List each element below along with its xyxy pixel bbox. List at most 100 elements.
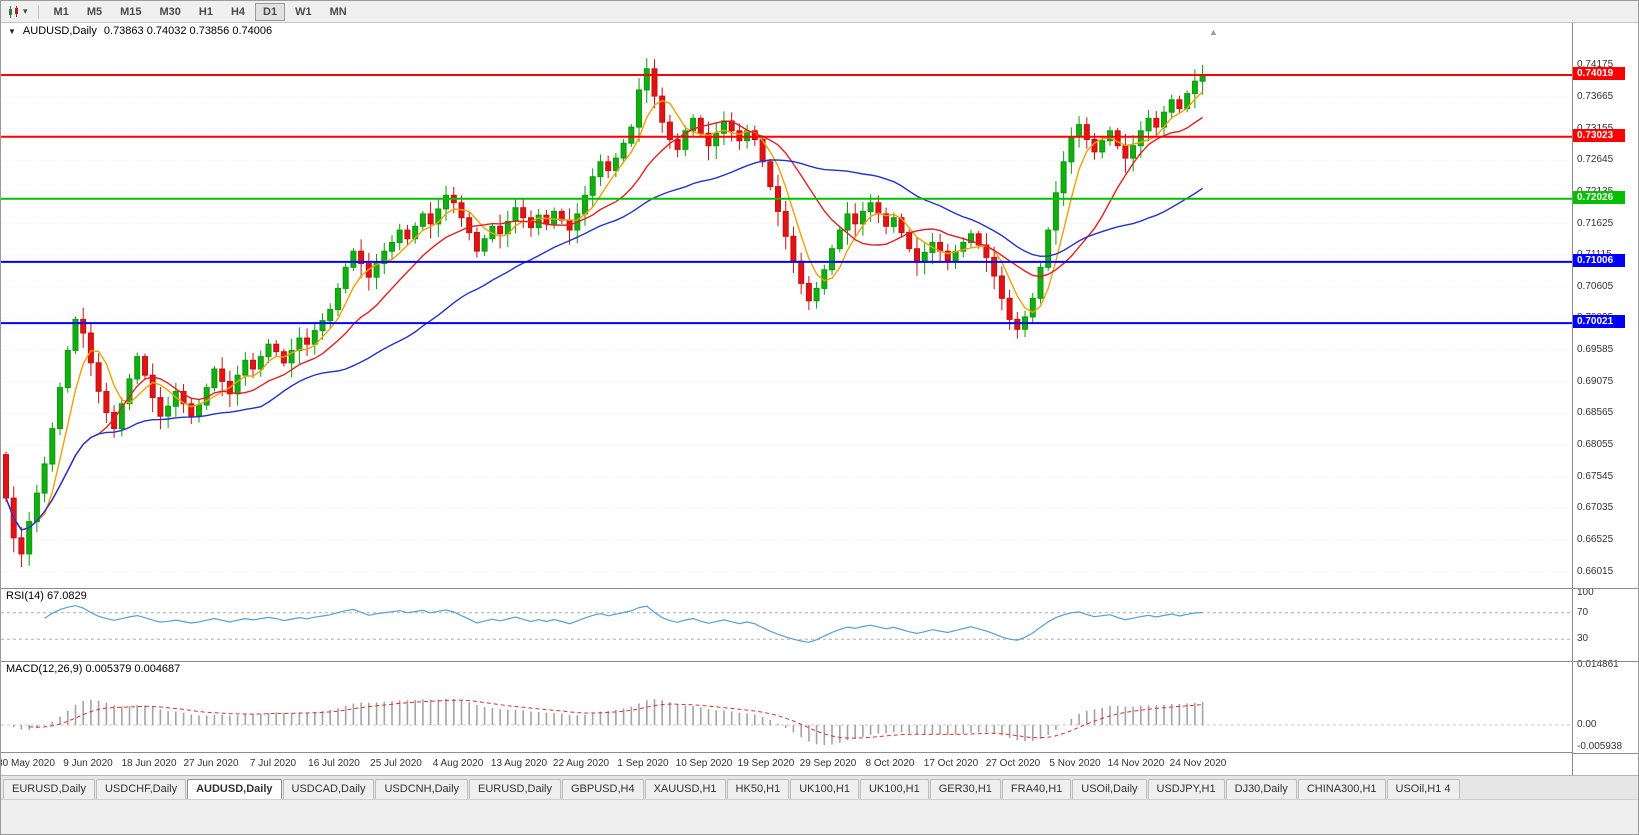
price-chart[interactable]: ▲ <box>1 27 1572 753</box>
axis-separator <box>1573 661 1638 662</box>
timeframe-button-d1[interactable]: D1 <box>255 2 286 21</box>
rsi-axis-label: 100 <box>1577 587 1594 598</box>
date-axis-label: 10 Sep 2020 <box>675 758 733 769</box>
price-axis-label: 0.71625 <box>1577 218 1614 229</box>
chart-tab-fra40-h1[interactable]: FRA40,H1 <box>1001 779 1072 799</box>
price-level-tag: 0.73023 <box>1573 129 1625 142</box>
axis-separator <box>1573 588 1638 589</box>
price-axis[interactable]: 0.741750.736650.731550.726450.721350.716… <box>1572 23 1638 775</box>
price-gridlines <box>1 64 1572 573</box>
date-axis-label: 27 Oct 2020 <box>985 758 1041 769</box>
price-axis-label: 0.70605 <box>1577 281 1614 292</box>
chart-tab-dj30-daily[interactable]: DJ30,Daily <box>1225 779 1297 799</box>
date-axis-label: 22 Aug 2020 <box>552 758 610 769</box>
rsi-panel <box>1 605 1572 643</box>
price-axis-label: 0.69075 <box>1577 376 1614 387</box>
price-level-tag: 0.70021 <box>1573 315 1625 328</box>
date-axis-label: 13 Aug 2020 <box>490 758 548 769</box>
chart-tab-gbpusd-h4[interactable]: GBPUSD,H4 <box>562 779 644 799</box>
date-axis-label: 30 May 2020 <box>0 758 55 769</box>
date-axis-label: 7 Jul 2020 <box>249 758 297 769</box>
chart-tab-hk50-h1[interactable]: HK50,H1 <box>726 779 790 799</box>
chart-tab-eurusd-daily[interactable]: EURUSD,Daily <box>3 779 95 799</box>
date-axis-label: 19 Sep 2020 <box>737 758 795 769</box>
candlesticks <box>3 58 1206 568</box>
chart-tab-china300-h1[interactable]: CHINA300,H1 <box>1297 779 1386 799</box>
chart-tab-usoil-daily[interactable]: USOil,Daily <box>1072 779 1147 799</box>
macd-signal-line <box>29 699 1203 739</box>
macd-label: MACD(12,26,9) 0.005379 0.004687 <box>6 663 181 675</box>
chart-window: ▼ AUDUSD,Daily 0.73863 0.74032 0.73856 0… <box>1 23 1572 775</box>
chart-tab-eurusd-daily[interactable]: EURUSD,Daily <box>469 779 561 799</box>
horizontal-level-lines[interactable] <box>1 74 1572 325</box>
chart-tab-usdcnh-daily[interactable]: USDCNH,Daily <box>375 779 469 799</box>
toolbar: ▾ M1 M5 M15 M30 H1 H4 D1 W1 MN <box>1 1 1638 23</box>
macd-histogram <box>12 698 1204 746</box>
chart-tab-usdcad-daily[interactable]: USDCAD,Daily <box>282 779 375 799</box>
date-axis-label: 1 Sep 2020 <box>617 758 669 769</box>
timeframe-button-w1[interactable]: W1 <box>295 5 312 18</box>
ma-34-line[interactable] <box>5 159 1203 531</box>
time-axis[interactable]: 30 May 2020 9 Jun 2020 18 Jun 2020 27 Jun 2… <box>1 753 1572 775</box>
date-axis-label: 25 Jul 2020 <box>370 758 422 769</box>
timeframe-button-m5[interactable]: M5 <box>86 5 103 18</box>
rsi-line <box>44 605 1203 643</box>
toolbar-separator <box>37 4 39 19</box>
price-axis-label: 0.74175 <box>1577 59 1614 70</box>
timeframe-button-h1[interactable]: H1 <box>198 5 213 18</box>
timeframe-button-h4[interactable]: H4 <box>230 5 246 18</box>
timeframe-button-m30[interactable]: M30 <box>159 5 181 18</box>
chart-shift-marker[interactable]: ▲ <box>1209 27 1218 37</box>
chart-symbol-title: AUDUSD,Daily <box>22 25 97 37</box>
price-axis-label: 0.69585 <box>1577 344 1614 355</box>
date-axis-label: 18 Jun 2020 <box>121 758 177 769</box>
price-axis-label: 0.68055 <box>1577 439 1614 450</box>
date-axis-label: 9 Jun 2020 <box>63 758 113 769</box>
chart-tab-audusd-daily[interactable]: AUDUSD,Daily <box>187 779 282 799</box>
date-axis-label: 14 Nov 2020 <box>1107 758 1165 769</box>
price-axis-label: 0.66525 <box>1577 534 1614 545</box>
price-axis-label: 0.72645 <box>1577 154 1614 165</box>
status-strip <box>1 799 1638 834</box>
candlestick-chart-icon[interactable] <box>5 4 23 20</box>
chart-canvas[interactable] <box>1 39 1572 753</box>
chart-title-row: ▼ AUDUSD,Daily 0.73863 0.74032 0.73856 0… <box>1 23 272 39</box>
date-axis-label: 17 Oct 2020 <box>923 758 979 769</box>
chart-ohlc: 0.73863 0.74032 0.73856 0.74006 <box>103 25 273 37</box>
chart-type-dropdown-icon[interactable]: ▾ <box>23 6 28 16</box>
chart-tab-usoil-h1-4[interactable]: USOil,H1 4 <box>1386 779 1460 799</box>
chart-tab-bar: EURUSD,Daily USDCHF,Daily AUDUSD,Daily USDC… <box>1 775 1638 799</box>
timeframe-button-mn[interactable]: MN <box>329 5 347 18</box>
price-level-tag: 0.72026 <box>1573 191 1625 204</box>
price-level-tag: 0.71006 <box>1573 254 1625 267</box>
price-axis-label: 0.68565 <box>1577 407 1614 418</box>
date-axis-label: 16 Jul 2020 <box>308 758 360 769</box>
macd-axis-label: 0.014861 <box>1577 659 1619 670</box>
timeframe-button-m1[interactable]: M1 <box>53 5 69 18</box>
rsi-label: RSI(14) 67.0829 <box>6 590 87 602</box>
rsi-axis-label: 30 <box>1577 633 1589 644</box>
chart-tab-uk100-h1[interactable]: UK100,H1 <box>859 779 929 799</box>
date-axis-label: 29 Sep 2020 <box>799 758 857 769</box>
chart-tab-usdjpy-h1[interactable]: USDJPY,H1 <box>1147 779 1225 799</box>
ma-13-line[interactable] <box>5 116 1203 531</box>
price-axis-label: 0.67035 <box>1577 502 1614 513</box>
chart-tab-usdchf-daily[interactable]: USDCHF,Daily <box>95 779 187 799</box>
panel-separators[interactable] <box>1 588 1572 753</box>
date-axis-label: 5 Nov 2020 <box>1049 758 1101 769</box>
timeframe-buttons: M1 M5 M15 M30 H1 H4 D1 W1 MN <box>45 2 356 21</box>
date-axis-label: 8 Oct 2020 <box>865 758 915 769</box>
chart-tab-uk100-h1[interactable]: UK100,H1 <box>790 779 859 799</box>
chart-tab-xauusd-h1[interactable]: XAUUSD,H1 <box>644 779 726 799</box>
chart-tab-ger30-h1[interactable]: GER30,H1 <box>929 779 1001 799</box>
macd-axis-label: 0.00 <box>1577 719 1597 730</box>
date-axis-label: 27 Jun 2020 <box>183 758 239 769</box>
price-axis-label: 0.66015 <box>1577 566 1614 577</box>
ma-5-line[interactable] <box>5 91 1204 531</box>
timeframe-button-m15[interactable]: M15 <box>120 5 142 18</box>
rsi-axis-label: 70 <box>1577 607 1589 618</box>
price-axis-label: 0.67545 <box>1577 471 1614 482</box>
collapse-icon[interactable]: ▼ <box>8 26 16 36</box>
price-axis-label: 0.73665 <box>1577 91 1614 102</box>
